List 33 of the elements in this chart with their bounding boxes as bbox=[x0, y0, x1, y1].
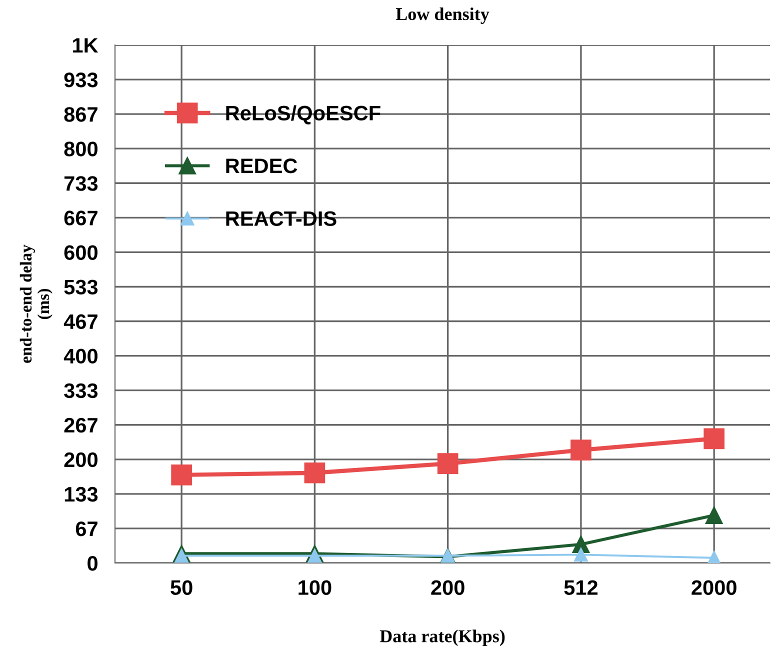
x-tick-label: 2000 bbox=[692, 580, 736, 595]
point bbox=[171, 464, 192, 486]
point bbox=[304, 462, 326, 484]
x-tick-label: 100 bbox=[298, 580, 332, 595]
y-tick-label: 733 bbox=[64, 176, 98, 191]
point bbox=[704, 428, 724, 450]
y-tick-label: 600 bbox=[64, 245, 98, 260]
y-tick-label: 467 bbox=[64, 314, 98, 330]
y-tick-label: 267 bbox=[64, 418, 98, 433]
y-tick-label: 400 bbox=[64, 348, 98, 364]
y-tick-label: 333 bbox=[64, 383, 98, 398]
y-tick-label: 533 bbox=[64, 280, 98, 295]
point bbox=[570, 440, 592, 460]
point bbox=[574, 548, 588, 562]
y-tick-label: 667 bbox=[64, 210, 98, 226]
y-tick-label: 67 bbox=[76, 521, 98, 536]
point bbox=[705, 506, 723, 524]
y-tick-label: 800 bbox=[64, 142, 98, 156]
point bbox=[437, 453, 458, 474]
y-tick-label: 0 bbox=[88, 556, 98, 571]
y-tick-label: 1K bbox=[73, 38, 98, 53]
chart-title: Low density bbox=[396, 7, 490, 24]
y-tick-label: 133 bbox=[64, 486, 98, 502]
x-tick-label: 512 bbox=[564, 580, 598, 595]
y-tick-label: 933 bbox=[64, 72, 98, 88]
x-axis-title: Data rate(Kbps) bbox=[380, 630, 505, 646]
legend-label: REDEC bbox=[226, 158, 298, 174]
point bbox=[707, 550, 722, 563]
x-tick-label: 50 bbox=[170, 580, 192, 595]
y-axis-title: end-to-end delay (ms) bbox=[20, 244, 52, 363]
y-tick-label: 200 bbox=[64, 452, 98, 468]
x-tick-label: 200 bbox=[431, 580, 464, 595]
y-tick-label: 867 bbox=[64, 107, 98, 122]
